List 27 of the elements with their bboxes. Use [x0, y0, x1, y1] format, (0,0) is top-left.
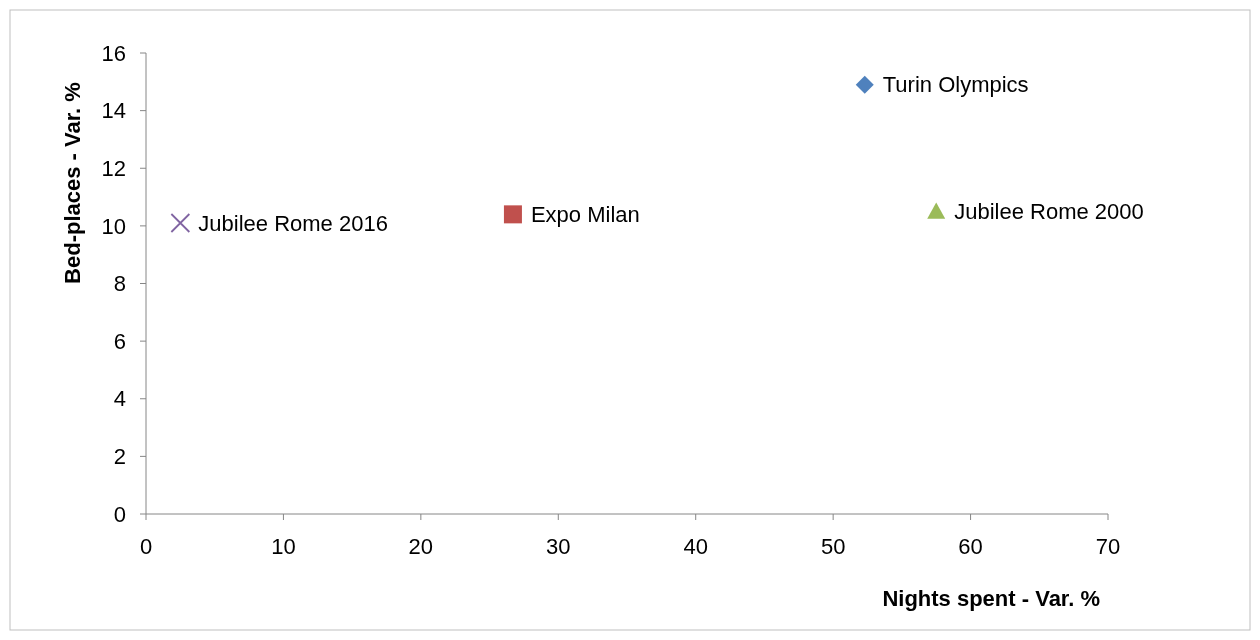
x-axis-title: Nights spent - Var. % [882, 586, 1100, 611]
series-label: Jubilee Rome 2000 [954, 199, 1144, 225]
x-tick-label: 40 [683, 534, 708, 559]
x-tick-label: 0 [139, 534, 153, 559]
point [170, 213, 191, 233]
x-tick-label: 30 [546, 534, 571, 559]
y-tick-label: 8 [113, 271, 126, 297]
x-tick-label: 10 [271, 534, 296, 559]
y-tick-label: 16 [101, 40, 126, 66]
point [855, 75, 874, 94]
y-axis-title: Bed-places - Var. % [60, 82, 85, 284]
y-tick-label: 12 [101, 155, 126, 181]
y-tick-label: 14 [101, 98, 126, 124]
y-tick-label: 10 [101, 213, 126, 239]
y-tick-label: 6 [113, 328, 126, 354]
series-label: Expo Milan [530, 202, 640, 228]
y-tick-label: 2 [113, 444, 126, 470]
y-tick-label: 0 [113, 501, 126, 527]
x-tick-label: 50 [820, 534, 846, 559]
x-tick-label: 70 [1095, 534, 1121, 559]
series-label: Turin Olympics [882, 72, 1029, 98]
x-tick-label: 60 [958, 534, 983, 559]
y-tick-label: 4 [113, 386, 126, 412]
point [503, 205, 522, 224]
point [927, 202, 946, 219]
series-label: Jubilee Rome 2016 [198, 210, 388, 236]
x-tick-label: 20 [408, 534, 434, 559]
